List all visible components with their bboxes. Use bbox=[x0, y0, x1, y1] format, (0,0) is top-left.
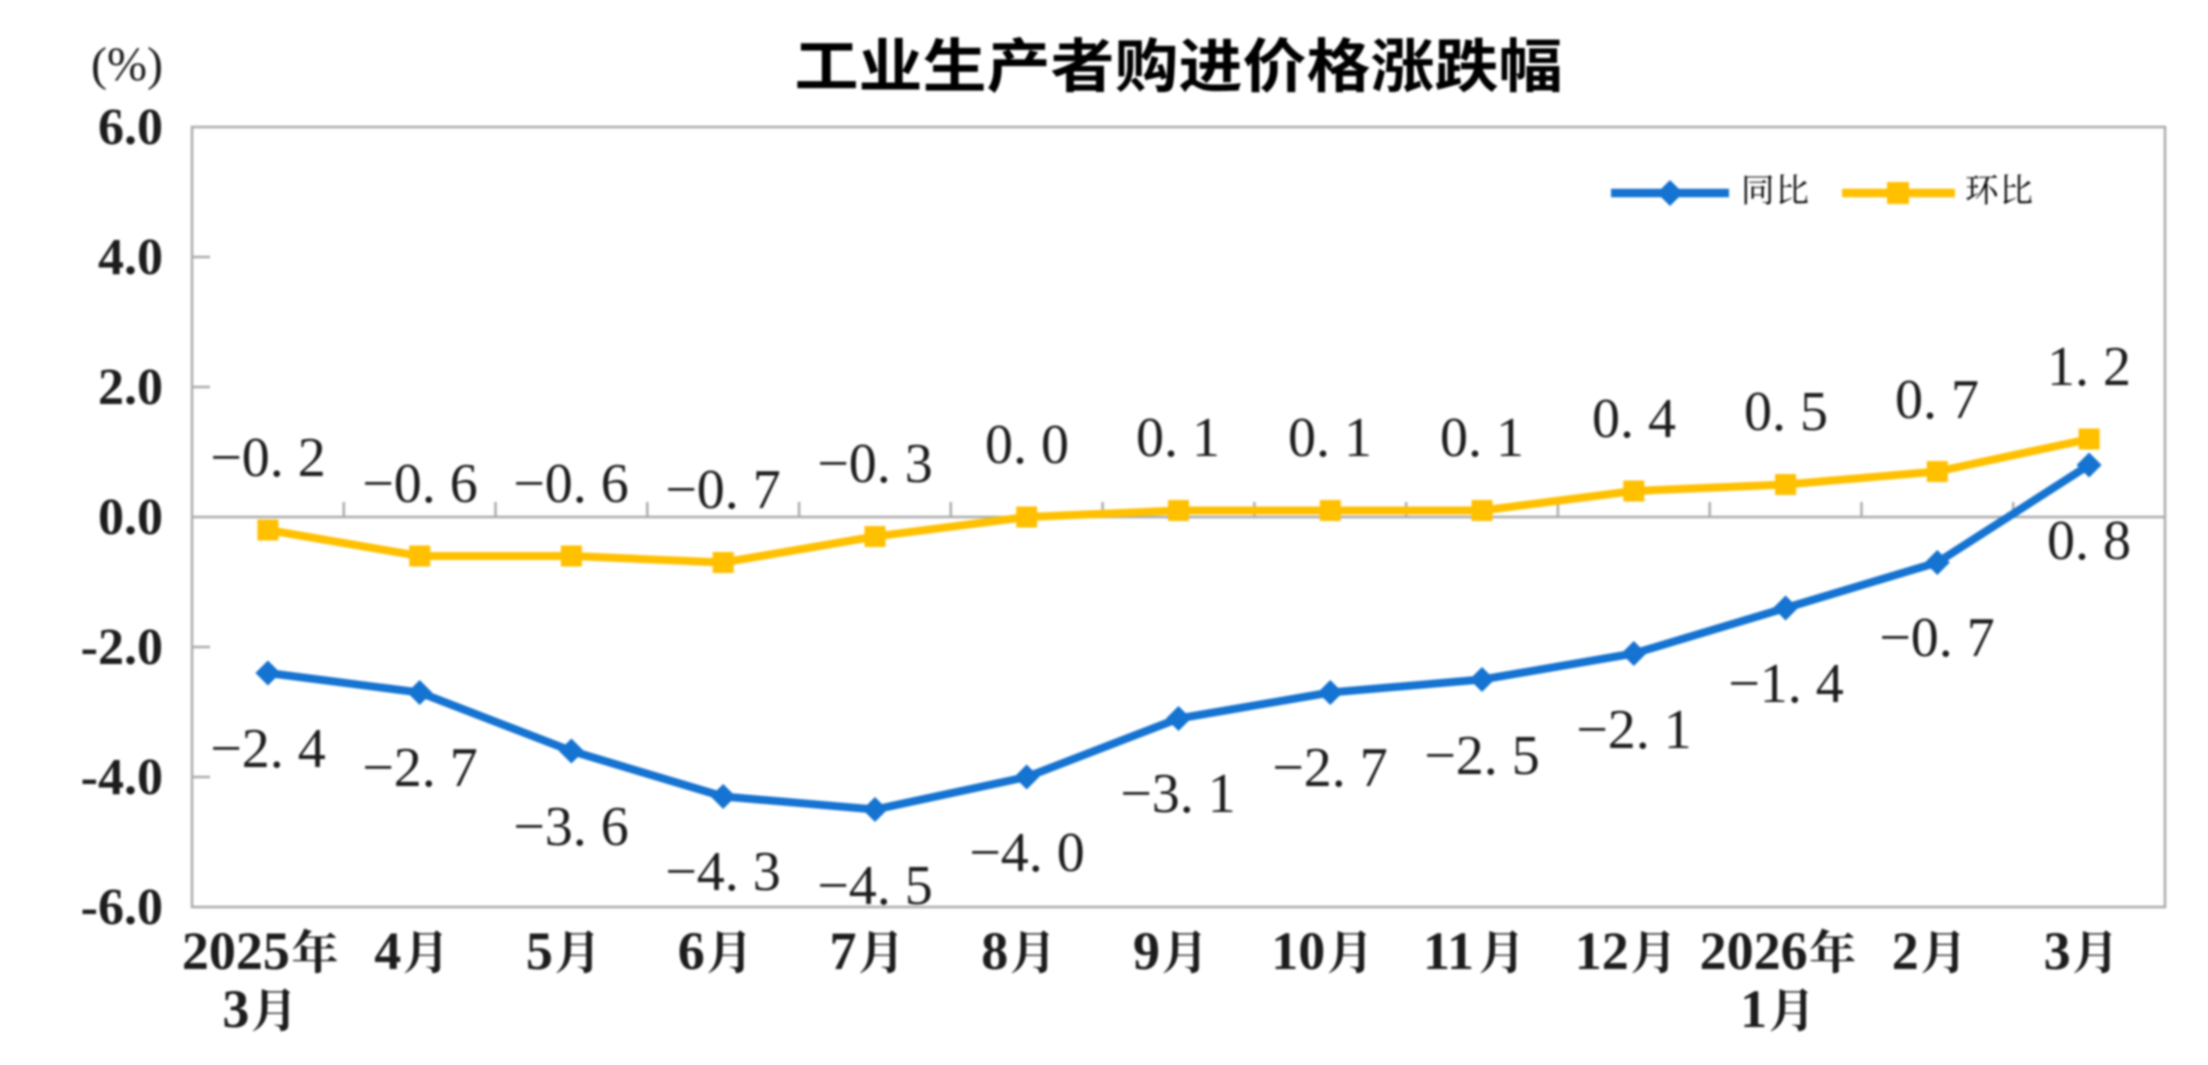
svg-text:5: 5 bbox=[526, 921, 553, 981]
svg-text:-4.0: -4.0 bbox=[81, 749, 163, 806]
svg-text:−2. 4: −2. 4 bbox=[210, 718, 326, 780]
svg-text:−0. 7: −0. 7 bbox=[665, 459, 781, 521]
svg-text:12: 12 bbox=[1575, 921, 1629, 981]
svg-text:0. 8: 0. 8 bbox=[2047, 510, 2131, 572]
svg-text:0. 1: 0. 1 bbox=[1440, 407, 1524, 469]
svg-text:0. 4: 0. 4 bbox=[1592, 388, 1676, 450]
svg-text:3: 3 bbox=[222, 979, 249, 1039]
svg-text:2026: 2026 bbox=[1700, 921, 1808, 981]
svg-text:−4. 0: −4. 0 bbox=[969, 822, 1085, 884]
svg-text:4: 4 bbox=[374, 921, 401, 981]
svg-text:3: 3 bbox=[2044, 921, 2071, 981]
svg-text:-2.0: -2.0 bbox=[81, 619, 163, 676]
svg-text:−3. 6: −3. 6 bbox=[513, 796, 629, 858]
svg-text:0. 5: 0. 5 bbox=[1744, 381, 1828, 443]
svg-text:(%): (%) bbox=[91, 38, 163, 91]
svg-text:−4. 5: −4. 5 bbox=[817, 855, 933, 917]
svg-text:-6.0: -6.0 bbox=[81, 879, 163, 936]
svg-text:11: 11 bbox=[1423, 921, 1474, 981]
svg-text:7: 7 bbox=[830, 921, 857, 981]
svg-text:−0. 3: −0. 3 bbox=[817, 433, 933, 495]
svg-text:1. 2: 1. 2 bbox=[2047, 336, 2131, 398]
svg-text:−2. 5: −2. 5 bbox=[1424, 725, 1540, 787]
svg-text:−0. 7: −0. 7 bbox=[1879, 607, 1995, 669]
svg-text:−4. 3: −4. 3 bbox=[665, 841, 781, 903]
svg-text:−3. 1: −3. 1 bbox=[1120, 763, 1236, 825]
svg-text:4.0: 4.0 bbox=[98, 229, 163, 286]
svg-text:−2. 7: −2. 7 bbox=[362, 737, 478, 799]
svg-text:8: 8 bbox=[981, 921, 1008, 981]
svg-text:−0. 2: −0. 2 bbox=[210, 427, 326, 489]
svg-text:2: 2 bbox=[1892, 921, 1919, 981]
svg-text:0. 1: 0. 1 bbox=[1288, 407, 1372, 469]
svg-text:−2. 7: −2. 7 bbox=[1272, 737, 1388, 799]
svg-text:1: 1 bbox=[1740, 979, 1767, 1039]
svg-text:10: 10 bbox=[1271, 921, 1325, 981]
svg-text:9: 9 bbox=[1133, 921, 1160, 981]
svg-text:0. 7: 0. 7 bbox=[1895, 369, 1979, 431]
svg-text:0. 1: 0. 1 bbox=[1136, 407, 1220, 469]
svg-text:0. 0: 0. 0 bbox=[985, 414, 1069, 476]
svg-text:2025: 2025 bbox=[182, 921, 290, 981]
svg-text:6: 6 bbox=[678, 921, 705, 981]
svg-text:2.0: 2.0 bbox=[98, 359, 163, 416]
svg-text:−0. 6: −0. 6 bbox=[362, 453, 478, 515]
svg-text:−1. 4: −1. 4 bbox=[1728, 653, 1844, 715]
svg-text:6.0: 6.0 bbox=[98, 99, 163, 156]
svg-text:0.0: 0.0 bbox=[98, 489, 163, 546]
svg-text:−2. 1: −2. 1 bbox=[1576, 699, 1692, 761]
svg-text:−0. 6: −0. 6 bbox=[513, 453, 629, 515]
